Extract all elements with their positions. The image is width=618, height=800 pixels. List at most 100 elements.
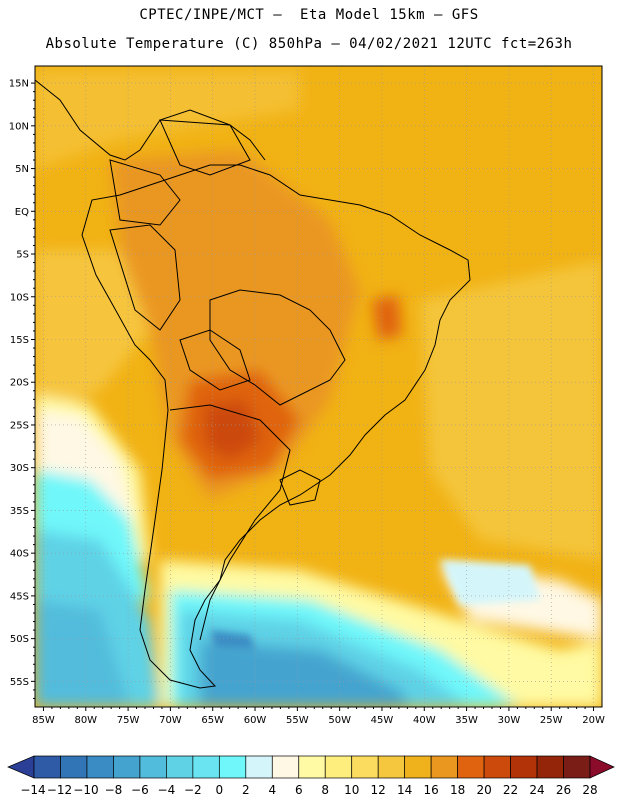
lon-tick-label: 45W: [371, 715, 394, 726]
colorbar-swatch: [536, 755, 564, 779]
field-interior-18: [110, 150, 360, 500]
border-argentina: [169, 404, 291, 641]
colorbar-swatch: [113, 755, 141, 779]
lon-tick-label: 30W: [498, 715, 521, 726]
lat-tick-label: 15S: [10, 335, 29, 346]
colorbar-swatch: [351, 755, 379, 779]
colorbar-swatch: [271, 755, 300, 779]
border-bolivia: [179, 329, 251, 391]
field-south-pacific-m2: [35, 600, 130, 707]
temperature-field: [35, 66, 602, 707]
colorbar-swatch: [33, 755, 61, 779]
colorbar-swatch: [483, 755, 511, 779]
lat-tick-label: 5S: [16, 250, 29, 261]
colorbar: −14 −12 −10 −8 −6 −4 −2 0 2 4 6 8 10 12 14 16 18 20 22 24 26…: [7, 755, 615, 797]
field-south-atlantic-m4: [200, 640, 410, 707]
lon-tick-label: 70W: [159, 715, 182, 726]
colorbar-label: −12: [47, 783, 72, 797]
lat-tick-label: 35S: [10, 506, 29, 517]
border-venezuela: [159, 119, 251, 176]
lon-tick-label: 60W: [244, 715, 267, 726]
lon-tick-label: 65W: [201, 715, 224, 726]
colorbar-swatch: [192, 755, 220, 779]
lat-tick-label: 10N: [9, 121, 29, 132]
lat-tick-label: 45S: [10, 591, 29, 602]
colorbar-label: 4: [268, 783, 276, 797]
lat-tick-label: 55S: [10, 677, 29, 688]
border-uruguay: [279, 469, 321, 506]
colorbar-label: −6: [131, 783, 149, 797]
field-pacific-warm: [35, 250, 150, 420]
lat-tick-label: 50S: [10, 634, 29, 645]
colorbar-swatch: [139, 755, 167, 779]
colorbar-label: 24: [529, 783, 544, 797]
colorbar-swatch: [510, 755, 538, 779]
colorbar-label: −10: [73, 783, 98, 797]
lon-tick-label: 20W: [582, 715, 605, 726]
lat-tick-label: 20S: [10, 378, 29, 389]
lon-tick-label: 50W: [328, 715, 351, 726]
colorbar-label: 12: [371, 783, 386, 797]
lat-tick-label: 10S: [10, 292, 29, 303]
colorbar-label: −2: [184, 783, 202, 797]
colorbar-label: 10: [344, 783, 359, 797]
colorbar-label: 26: [556, 783, 571, 797]
colorbar-swatch: [457, 755, 485, 779]
lat-tick-label: 40S: [10, 549, 29, 560]
lon-tick-label: 75W: [117, 715, 140, 726]
field-chaco-22: [205, 400, 262, 460]
lon-tick-label: 25W: [540, 715, 563, 726]
map-subtitle: Absolute Temperature (C) 850hPa – 04/02/…: [45, 36, 573, 52]
colorbar-label: 2: [242, 783, 250, 797]
axis-ticks: 85W 80W 75W 70W 65W 60W 55W 50W 45W 40W 35W 30W 25W 2…: [9, 79, 605, 726]
colorbar-arrow-high: [589, 755, 615, 779]
field-cold-core: [210, 630, 255, 650]
colorbar-label: 16: [424, 783, 439, 797]
colorbar-swatch: [218, 755, 247, 779]
colorbar-label: 20: [476, 783, 491, 797]
colorbar-label: −4: [158, 783, 176, 797]
lat-tick-label: EQ: [15, 207, 29, 218]
colorbar-label: −8: [105, 783, 123, 797]
colorbar-label: −14: [20, 783, 45, 797]
field-brazil-hotspot: [372, 295, 402, 340]
colorbar-label: 8: [321, 783, 329, 797]
field-caribbean: [35, 70, 300, 170]
lon-tick-label: 55W: [286, 715, 309, 726]
coastlines: [35, 79, 471, 689]
colorbar-label: 18: [450, 783, 465, 797]
lon-tick-label: 40W: [413, 715, 436, 726]
colorbar-label: 22: [503, 783, 518, 797]
colorbar-swatch: [298, 755, 326, 779]
lat-tick-label: 25S: [10, 420, 29, 431]
colorbar-swatch: [60, 755, 88, 779]
lat-tick-label: 15N: [9, 79, 29, 90]
colorbar-label: 6: [295, 783, 303, 797]
field-atlantic-4: [440, 560, 540, 605]
border-peru: [109, 224, 181, 331]
colorbar-swatch: [166, 755, 194, 779]
colorbar-swatch: [245, 755, 273, 779]
colorbar-swatch: [430, 755, 458, 779]
border-colombia: [109, 159, 181, 226]
colorbar-label: 28: [582, 783, 597, 797]
graticule: [35, 66, 602, 707]
coastline-central-america: [35, 79, 266, 161]
map-title: CPTEC/INPE/MCT – Eta Model 15km – GFS: [139, 7, 479, 23]
colorbar-swatch: [324, 755, 353, 779]
border-brazil: [209, 289, 346, 406]
colorbar-swatch: [377, 755, 406, 779]
colorbar-arrow-low: [7, 755, 35, 779]
coastline-south-america: [81, 164, 471, 689]
colorbar-label: 0: [216, 783, 224, 797]
lon-tick-label: 85W: [32, 715, 55, 726]
field-atlantic-band: [420, 260, 602, 560]
lat-tick-label: 5N: [15, 164, 29, 175]
colorbar-swatch: [563, 755, 591, 779]
plot-frame: [34, 65, 603, 708]
colorbar-swatch: [86, 755, 114, 779]
lon-tick-label: 35W: [455, 715, 478, 726]
lon-tick-label: 80W: [74, 715, 97, 726]
colorbar-label: 14: [397, 783, 412, 797]
